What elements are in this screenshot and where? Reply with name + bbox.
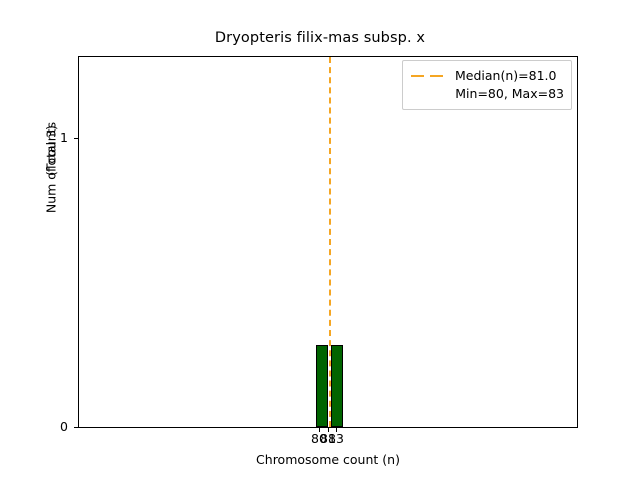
ytick-label-0: 0 [60,419,68,434]
legend-entry-median: Median(n)=81.0 [410,67,564,85]
xtick-label-80: 80 [311,431,327,446]
ytick-mark-0 [74,427,78,428]
xtick-label-81: 81 [320,431,336,446]
xtick-mark-83 [336,428,337,432]
bar-80 [316,345,328,427]
y-axis-label-total: (Total 3) [43,125,59,176]
dashed-line-icon [410,69,446,83]
legend-label-minmax: Min=80, Max=83 [455,86,564,102]
xtick-mark-80 [319,428,320,432]
median-line [329,57,331,427]
xtick-label-83: 83 [328,431,344,446]
ytick-label-1: 1 [60,130,68,145]
x-axis-label: Chromosome count (n) [256,452,400,467]
legend-label-median: Median(n)=81.0 [455,68,557,83]
legend-box: Median(n)=81.0 Min=80, Max=83 [402,60,572,111]
ytick-mark-1 [74,138,78,139]
xtick-mark-81 [328,428,329,432]
plot-area [78,56,578,428]
bar-83 [331,345,343,427]
chart-title: Dryopteris filix-mas subsp. x [214,30,426,46]
